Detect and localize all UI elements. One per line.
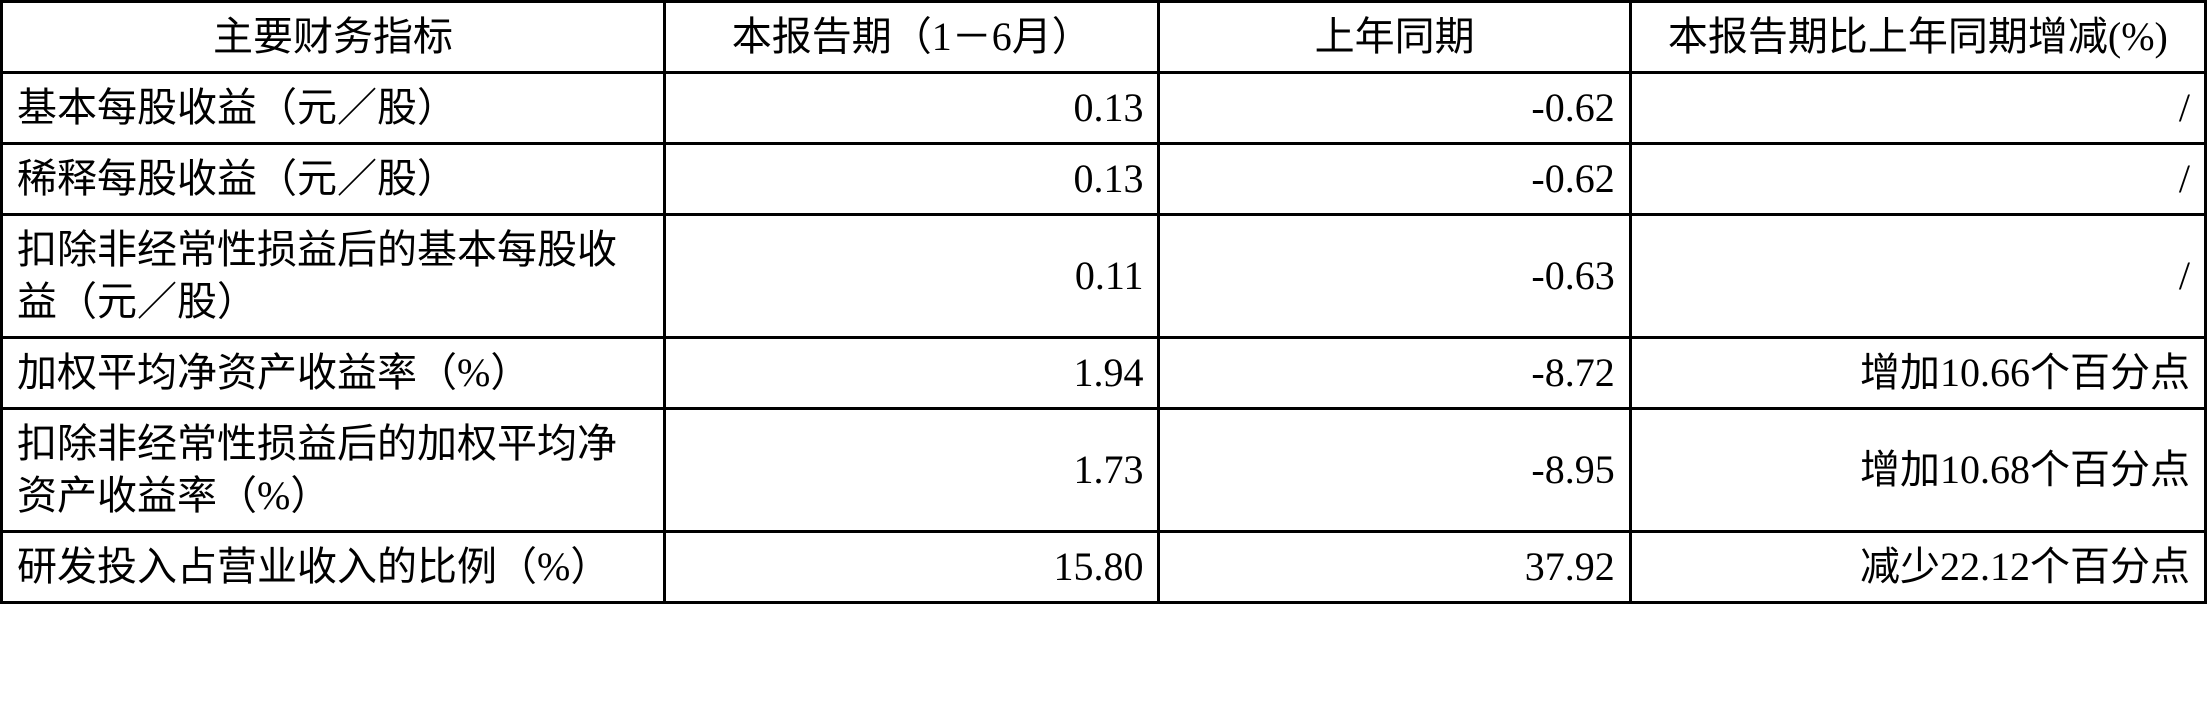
metric-prior: 37.92 bbox=[1159, 532, 1630, 603]
metric-label: 稀释每股收益（元／股） bbox=[2, 144, 665, 215]
table-header-row: 主要财务指标 本报告期（1－6月） 上年同期 本报告期比上年同期增减(%) bbox=[2, 2, 2206, 73]
metric-label: 扣除非经常性损益后的基本每股收益（元／股） bbox=[2, 215, 665, 338]
table-row: 扣除非经常性损益后的基本每股收益（元／股） 0.11 -0.63 / bbox=[2, 215, 2206, 338]
metric-change: 减少22.12个百分点 bbox=[1630, 532, 2205, 603]
metric-prior: -8.95 bbox=[1159, 409, 1630, 532]
metric-change: / bbox=[1630, 215, 2205, 338]
table-row: 加权平均净资产收益率（%） 1.94 -8.72 增加10.66个百分点 bbox=[2, 338, 2206, 409]
metric-prior: -0.63 bbox=[1159, 215, 1630, 338]
metric-prior: -8.72 bbox=[1159, 338, 1630, 409]
metric-label: 加权平均净资产收益率（%） bbox=[2, 338, 665, 409]
metric-current: 1.73 bbox=[665, 409, 1159, 532]
metric-current: 1.94 bbox=[665, 338, 1159, 409]
column-header-current: 本报告期（1－6月） bbox=[665, 2, 1159, 73]
metric-current: 15.80 bbox=[665, 532, 1159, 603]
metric-label: 基本每股收益（元／股） bbox=[2, 73, 665, 144]
table-row: 稀释每股收益（元／股） 0.13 -0.62 / bbox=[2, 144, 2206, 215]
metric-current: 0.13 bbox=[665, 73, 1159, 144]
financial-indicators-table: 主要财务指标 本报告期（1－6月） 上年同期 本报告期比上年同期增减(%) 基本… bbox=[0, 0, 2207, 604]
table-row: 扣除非经常性损益后的加权平均净资产收益率（%） 1.73 -8.95 增加10.… bbox=[2, 409, 2206, 532]
metric-prior: -0.62 bbox=[1159, 73, 1630, 144]
metric-change: / bbox=[1630, 73, 2205, 144]
metric-label: 研发投入占营业收入的比例（%） bbox=[2, 532, 665, 603]
metric-current: 0.11 bbox=[665, 215, 1159, 338]
table-row: 基本每股收益（元／股） 0.13 -0.62 / bbox=[2, 73, 2206, 144]
metric-current: 0.13 bbox=[665, 144, 1159, 215]
metric-change: / bbox=[1630, 144, 2205, 215]
metric-change: 增加10.66个百分点 bbox=[1630, 338, 2205, 409]
column-header-metric: 主要财务指标 bbox=[2, 2, 665, 73]
metric-prior: -0.62 bbox=[1159, 144, 1630, 215]
column-header-prior: 上年同期 bbox=[1159, 2, 1630, 73]
metric-change: 增加10.68个百分点 bbox=[1630, 409, 2205, 532]
column-header-change: 本报告期比上年同期增减(%) bbox=[1630, 2, 2205, 73]
metric-label: 扣除非经常性损益后的加权平均净资产收益率（%） bbox=[2, 409, 665, 532]
table-row: 研发投入占营业收入的比例（%） 15.80 37.92 减少22.12个百分点 bbox=[2, 532, 2206, 603]
